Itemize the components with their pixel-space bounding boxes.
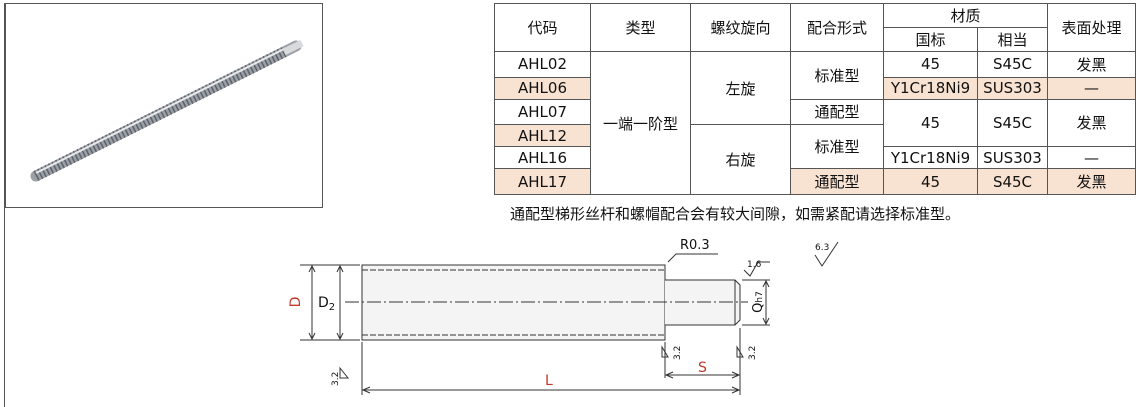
subheader: 国标 <box>883 27 978 52</box>
dim-label: Q <box>751 303 766 313</box>
cell: AHL06 <box>494 76 591 100</box>
dim-subscript: h7 <box>755 291 765 302</box>
cell: — <box>1047 76 1137 100</box>
subheader: 相当 <box>976 27 1049 52</box>
cell: 发黑 <box>1047 168 1137 195</box>
cell: AHL16 <box>494 146 591 170</box>
rod-image <box>30 39 304 182</box>
border <box>4 3 5 407</box>
cell: 发黑 <box>1047 98 1137 148</box>
dim-label: L <box>545 373 553 389</box>
cell: 标准型 <box>790 51 884 100</box>
spec-table: 代码 类型 螺纹旋向 配合形式 材质 表面处理 国标 相当 AHL02 一端一阶型 左旋 标准型 4… <box>494 3 1137 195</box>
cell: 一端一阶型 <box>590 51 691 195</box>
cell: 发黑 <box>1047 51 1137 78</box>
dim-subscript: 2 <box>329 302 335 313</box>
product-photo <box>5 3 323 208</box>
cell: AHL07 <box>494 98 591 126</box>
note: 通配型梯形丝杆和螺帽配合会有较大间隙，如需紧配请选择标准型。 <box>510 205 961 223</box>
dim-label: D <box>288 297 304 308</box>
header: 表面处理 <box>1047 3 1137 52</box>
cell: 45 <box>883 51 978 78</box>
cell: S45C <box>976 98 1049 148</box>
header: 配合形式 <box>790 3 884 52</box>
roughness: 3.2 <box>673 346 683 360</box>
cell: SUS303 <box>976 76 1049 100</box>
radius-label: R0.3 <box>680 238 710 253</box>
cell: 右旋 <box>690 124 791 195</box>
cell: 左旋 <box>690 50 791 126</box>
cell: 标准型 <box>790 124 884 170</box>
cell: SUS303 <box>976 146 1049 170</box>
dim-label: S <box>698 360 707 376</box>
dim-label: Qh7 <box>751 291 766 313</box>
cell: 45 <box>883 168 978 195</box>
cell: 通配型 <box>790 168 884 195</box>
cell: AHL17 <box>494 168 591 195</box>
cell: Y1Cr18Ni9 <box>883 146 978 170</box>
cell: S45C <box>976 168 1049 195</box>
cell: AHL02 <box>494 51 591 78</box>
dim-label: D2 <box>318 295 335 313</box>
roughness: 3.2 <box>748 346 758 360</box>
cell: — <box>1047 146 1137 170</box>
roughness: 1.6 <box>747 260 762 270</box>
dim-label: D <box>318 295 329 311</box>
roughness: 3.2 <box>331 372 341 386</box>
roughness: 6.3 <box>815 243 829 253</box>
